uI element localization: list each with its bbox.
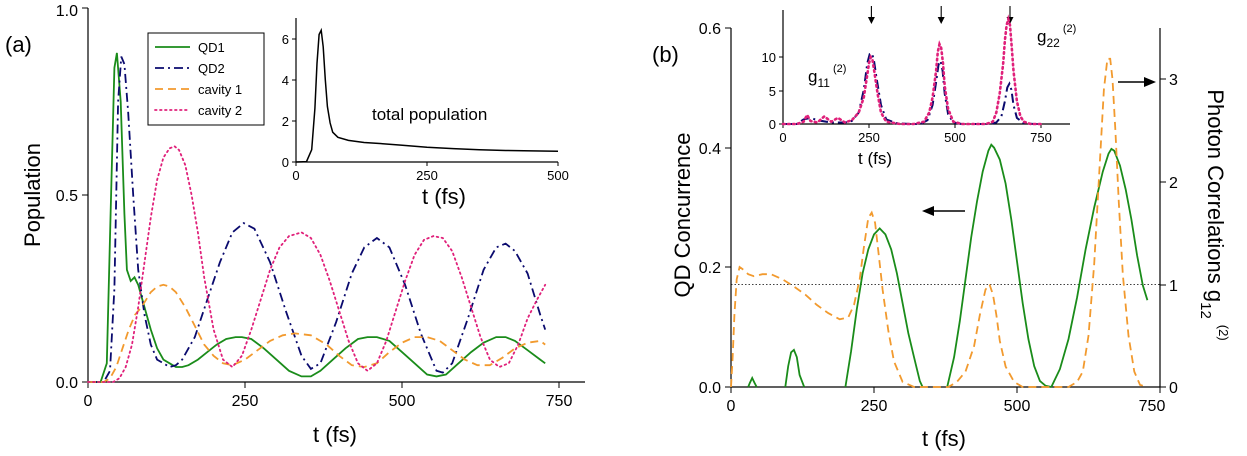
panel-a-inset-xtick-label-0: 0 bbox=[292, 168, 299, 183]
panel-b-inset-bg bbox=[780, 12, 1072, 126]
panel-b-ytick-right-label-3: 3 bbox=[1169, 72, 1178, 89]
panel-b-ytick-label-3: 0.6 bbox=[699, 21, 721, 38]
panel-a-inset-xtick-label-2: 500 bbox=[547, 168, 569, 183]
panel-b-inset-g22-line bbox=[781, 14, 1043, 126]
panel-b-x-label: t (fs) bbox=[922, 426, 966, 451]
panel-a-series-cavity1-line bbox=[88, 283, 546, 383]
panel-b-inset: 0 250 500 750 0 5 10 t (fs) g11(2) g22(2… bbox=[762, 6, 1076, 168]
panel-b: (b) 0 250 500 750 0.0 0.2 0.4 0.6 bbox=[652, 6, 1231, 451]
panel-b-concurrence-segment-1 bbox=[784, 348, 806, 388]
panel-a-ytick-label-2: 1.0 bbox=[56, 3, 78, 20]
g22-sup: (2) bbox=[1063, 23, 1076, 35]
panel-b-ytick-right-label-1: 1 bbox=[1169, 278, 1178, 295]
panel-b-xtick-label-2: 500 bbox=[1004, 398, 1031, 415]
panel-b-inset-xtick-label-0: 0 bbox=[779, 130, 786, 145]
panel-b-concurrence-segment-3 bbox=[946, 143, 1052, 388]
panel-b-inset-xtick-label-3: 750 bbox=[1030, 130, 1052, 145]
panel-a-inset-bg bbox=[293, 18, 561, 162]
panel-b-inset-ytick-label-2: 10 bbox=[762, 50, 776, 65]
panel-a: (a) 0 250 500 750 0.0 0.5 1.0 t (fs) Pop… bbox=[5, 3, 585, 447]
panel-b-y-label-right-main: Photon Correlations g bbox=[1203, 89, 1228, 302]
panel-b-ytick-label-2: 0.4 bbox=[699, 141, 721, 158]
panel-a-series-cavity2-line bbox=[87, 145, 547, 383]
panel-a-inset-ytick-label-1: 2 bbox=[282, 114, 289, 129]
legend-label-qd1: QD1 bbox=[198, 40, 225, 55]
panel-a-series-qd1-line bbox=[88, 52, 546, 383]
panel-b-y-label-right-sub: 12 bbox=[1197, 302, 1214, 319]
panel-b-concurrence-line bbox=[747, 143, 1149, 388]
panel-a-inset-ytick-label-0: 0 bbox=[282, 155, 289, 170]
panel-a-ytick-label-0: 0.0 bbox=[56, 375, 78, 392]
panel-b-inset-label-g22: g22(2) bbox=[1037, 23, 1076, 50]
panel-b-concurrence-segment-0 bbox=[747, 375, 758, 388]
panel-b-concurrence-segment-4 bbox=[1050, 147, 1149, 388]
panel-a-x-label: t (fs) bbox=[313, 422, 357, 447]
panel-b-inset-ytick-label-1: 5 bbox=[769, 84, 776, 99]
panel-a-inset-ytick-label-3: 6 bbox=[282, 32, 289, 47]
panel-b-arrow-right bbox=[1118, 77, 1156, 87]
panel-a-y-label: Population bbox=[20, 143, 45, 247]
panel-a-inset-x-label: t (fs) bbox=[422, 184, 466, 209]
panel-b-y-label-right: Photon Correlations g12(2) bbox=[1197, 89, 1231, 340]
panel-b-y-ticks-right: 0 1 2 3 bbox=[1160, 72, 1178, 397]
panel-label-b: (b) bbox=[652, 42, 679, 67]
g22-sub: 22 bbox=[1046, 36, 1060, 50]
panel-b-y-label-right-sup: (2) bbox=[1216, 325, 1231, 341]
panel-label-a: (a) bbox=[5, 32, 32, 57]
panel-b-photon-correlation-line bbox=[730, 57, 1148, 388]
g22-main: g bbox=[1037, 27, 1046, 46]
panel-b-inset-xtick-label-2: 500 bbox=[944, 130, 966, 145]
panel-b-ytick-right-label-2: 2 bbox=[1169, 175, 1178, 192]
panel-b-y-ticks-left: 0.0 0.2 0.4 0.6 bbox=[699, 21, 731, 397]
panel-a-legend: QD1 QD2 cavity 1 cavity 2 bbox=[147, 32, 265, 126]
panel-b-xtick-label-1: 250 bbox=[861, 398, 888, 415]
panel-a-inset: 0 250 500 0 2 4 6 total population t (fs… bbox=[282, 18, 569, 209]
legend-label-qd2: QD2 bbox=[198, 61, 225, 76]
panel-a-inset-ytick-label-2: 4 bbox=[282, 73, 289, 88]
legend-label-cavity2: cavity 2 bbox=[198, 103, 242, 118]
panel-b-ytick-label-0: 0.0 bbox=[699, 380, 721, 397]
panel-a-xtick-label-2: 500 bbox=[389, 393, 416, 410]
g11-sub: 11 bbox=[817, 76, 830, 90]
panel-b-inset-x-label: t (fs) bbox=[858, 149, 892, 168]
panel-b-inset-arrow-head-1 bbox=[937, 17, 945, 24]
panel-b-inset-label-g11: g11(2) bbox=[808, 63, 846, 90]
g11-main: g bbox=[808, 67, 817, 86]
panel-b-xtick-label-0: 0 bbox=[727, 398, 736, 415]
panel-b-arrow-left bbox=[922, 206, 965, 216]
panel-a-inset-total-population-line bbox=[295, 27, 559, 163]
panel-b-xtick-label-3: 750 bbox=[1139, 398, 1166, 415]
panel-a-ytick-label-1: 0.5 bbox=[56, 188, 78, 205]
panel-b-x-ticks: 0 250 500 750 bbox=[727, 387, 1166, 415]
panel-b-inset-ytick-label-0: 0 bbox=[769, 117, 776, 132]
panel-a-series-qd2-line bbox=[88, 56, 547, 383]
panel-a-inset-xtick-label-1: 250 bbox=[416, 168, 438, 183]
panel-b-inset-g11-line bbox=[783, 51, 1041, 125]
panel-b-y-label-left: QD Concurrence bbox=[670, 132, 695, 297]
panel-a-xtick-label-1: 250 bbox=[232, 393, 259, 410]
panel-b-concurrence-segment-2 bbox=[844, 227, 924, 388]
panel-a-inset-annotation: total population bbox=[372, 105, 487, 124]
svg-text:Photon Correlations g12(2): Photon Correlations g12(2) bbox=[1197, 89, 1231, 340]
g11-sup: (2) bbox=[833, 63, 846, 75]
panel-b-ytick-label-1: 0.2 bbox=[699, 260, 721, 277]
panel-b-inset-xtick-label-1: 250 bbox=[858, 130, 880, 145]
panel-a-x-ticks: 0 250 500 750 bbox=[84, 382, 573, 410]
panel-a-y-ticks: 0.0 0.5 1.0 bbox=[56, 3, 88, 392]
panel-b-inset-arrow-head-0 bbox=[867, 17, 875, 24]
legend-label-cavity1: cavity 1 bbox=[198, 82, 242, 97]
panel-a-xtick-label-0: 0 bbox=[84, 393, 93, 410]
panel-b-ytick-right-label-0: 0 bbox=[1169, 380, 1178, 397]
panel-a-xtick-label-3: 750 bbox=[546, 393, 573, 410]
